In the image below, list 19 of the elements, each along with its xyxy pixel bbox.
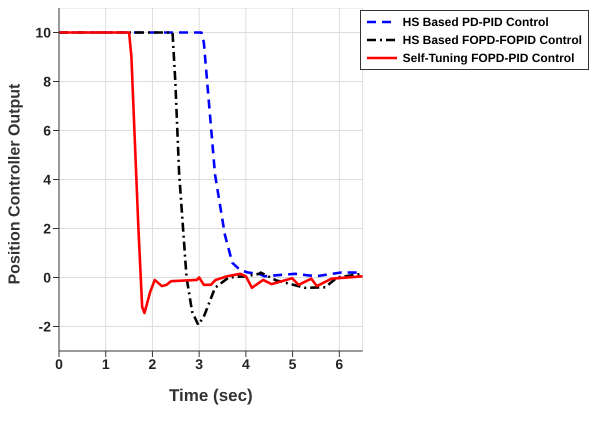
y-axis-title: Position Controller Output — [6, 82, 24, 284]
legend-label: Self-Tuning FOPD-PID Control — [402, 51, 574, 65]
x-tick-label: 3 — [195, 356, 204, 372]
legend-label: HS Based PD-PID Control — [402, 15, 549, 29]
x-tick-label: 1 — [102, 356, 110, 372]
y-tick-label: -2 — [38, 318, 52, 334]
x-tick-label: 4 — [242, 356, 250, 372]
x-tick-label: 5 — [288, 356, 297, 372]
legend-label: HS Based FOPD-FOPID Control — [402, 33, 582, 47]
x-tick-label: 6 — [335, 356, 344, 372]
x-axis-title: Time (sec) — [168, 386, 253, 405]
y-tick-label: 10 — [35, 24, 52, 40]
y-tick-label: 8 — [43, 73, 52, 90]
y-tick-label: 0 — [43, 269, 52, 286]
y-tick-label: 4 — [43, 171, 52, 188]
y-tick-label: 2 — [43, 220, 52, 236]
x-tick-label: 2 — [148, 356, 157, 372]
x-tick-label: 0 — [55, 356, 64, 372]
y-tick-label: 6 — [43, 122, 52, 138]
